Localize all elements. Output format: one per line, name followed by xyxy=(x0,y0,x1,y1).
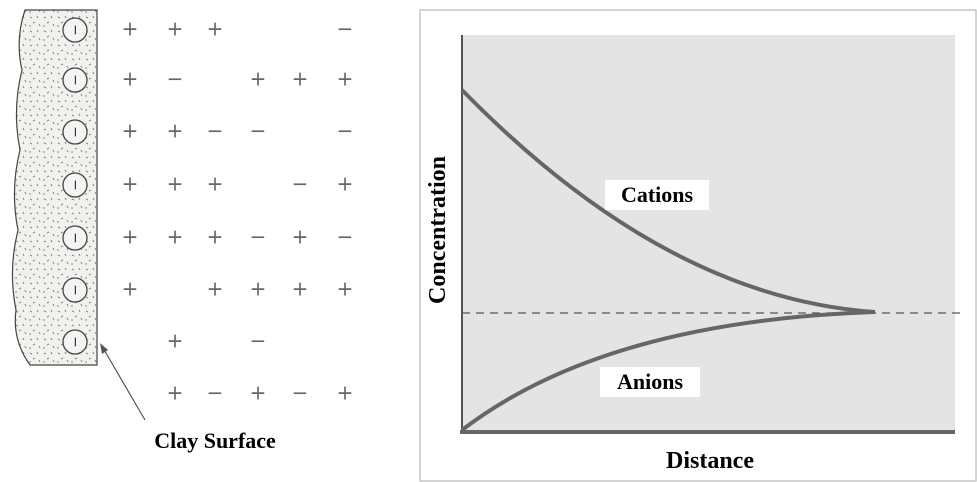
ion-sign: + xyxy=(122,119,139,143)
clay-body xyxy=(11,9,98,366)
ion-sign: + xyxy=(292,67,309,91)
surface-charge-circle xyxy=(62,17,88,43)
ion-sign: + xyxy=(207,17,224,41)
ion-sign: − xyxy=(207,119,224,143)
ion-sign: − xyxy=(167,67,184,91)
ion-sign: − xyxy=(337,119,354,143)
ion-sign: + xyxy=(337,67,354,91)
ion-sign: + xyxy=(167,119,184,143)
surface-charge: − xyxy=(67,179,83,191)
anion-label-bg xyxy=(600,367,700,397)
anion-label: Anions xyxy=(617,369,683,394)
surface-charge: − xyxy=(67,284,83,296)
ion-sign: + xyxy=(337,172,354,196)
ion-sign: + xyxy=(250,277,267,301)
pointer-arrow xyxy=(102,347,146,421)
cation-curve xyxy=(460,88,876,314)
cation-label-bg xyxy=(605,180,709,210)
surface-charge: − xyxy=(67,24,83,36)
surface-charge-circle xyxy=(62,119,88,145)
surface-charge: − xyxy=(67,126,83,138)
ion-sign: + xyxy=(167,172,184,196)
x-axis-label: Distance xyxy=(666,448,754,474)
ion-sign: + xyxy=(207,172,224,196)
anion-curve xyxy=(460,310,876,432)
surface-charge: − xyxy=(67,232,83,244)
ion-sign: + xyxy=(207,225,224,249)
ion-sign: + xyxy=(207,277,224,301)
graph-area xyxy=(462,35,955,431)
ion-sign: − xyxy=(337,17,354,41)
surface-charge-circle xyxy=(62,225,88,251)
surface-charge-circle xyxy=(62,329,88,355)
ion-sign: + xyxy=(250,381,267,405)
surface-charge-circle xyxy=(62,172,88,198)
y-axis-label: Concentration xyxy=(425,156,451,304)
surface-charge-circle xyxy=(62,277,88,303)
ion-sign: + xyxy=(292,277,309,301)
ion-sign: + xyxy=(167,381,184,405)
ion-sign: + xyxy=(167,225,184,249)
ion-sign: + xyxy=(122,225,139,249)
ion-sign: + xyxy=(122,67,139,91)
ion-sign: − xyxy=(250,225,267,249)
graph-frame xyxy=(419,9,977,482)
clay-label: Clay Surface xyxy=(154,428,276,453)
surface-charge: − xyxy=(67,336,83,348)
arrow-head xyxy=(100,343,108,354)
ion-sign: + xyxy=(167,17,184,41)
ion-sign: − xyxy=(250,119,267,143)
ion-sign: − xyxy=(207,381,224,405)
ion-sign: − xyxy=(292,172,309,196)
ion-sign: − xyxy=(250,329,267,353)
ion-sign: + xyxy=(122,277,139,301)
ion-sign: − xyxy=(337,225,354,249)
ion-sign: + xyxy=(167,329,184,353)
ion-sign: + xyxy=(292,225,309,249)
surface-charge: − xyxy=(67,74,83,86)
cation-label: Cations xyxy=(621,182,694,207)
ion-sign: + xyxy=(122,172,139,196)
ion-sign: − xyxy=(292,381,309,405)
surface-charge-circle xyxy=(62,67,88,93)
ion-sign: + xyxy=(337,381,354,405)
ion-sign: + xyxy=(250,67,267,91)
ion-sign: + xyxy=(122,17,139,41)
ion-sign: + xyxy=(337,277,354,301)
